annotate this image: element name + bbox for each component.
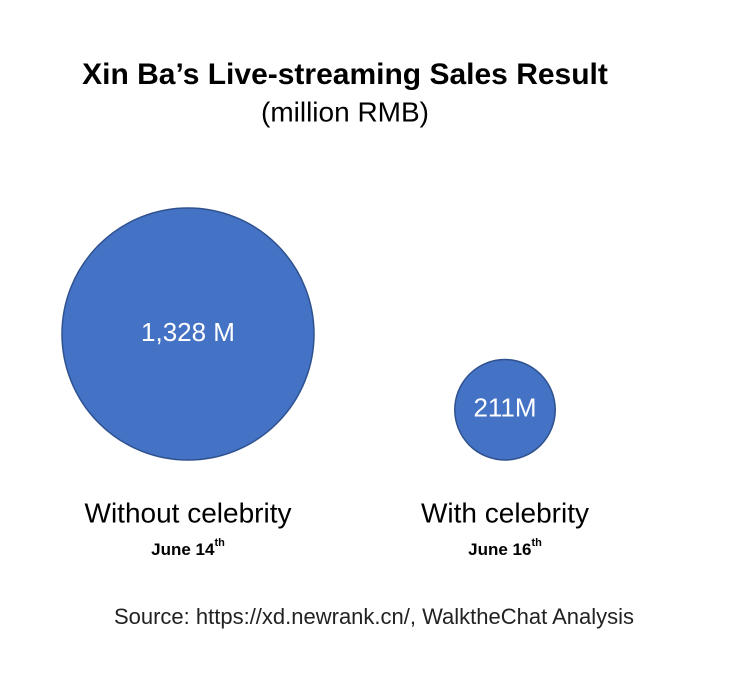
bubble <box>454 358 556 461</box>
bubble <box>61 207 315 461</box>
value-label: 211M <box>473 393 536 423</box>
date-label: June 16th <box>468 537 542 560</box>
category-label: Without celebrity <box>85 497 292 528</box>
chart-subtitle: (million RMB) <box>261 96 429 127</box>
date-label: June 14th <box>151 537 225 560</box>
chart-title: Xin Ba’s Live-streaming Sales Result <box>82 58 608 91</box>
date-text: June 14 <box>151 540 215 559</box>
date-suffix: th <box>531 537 542 549</box>
source-note: Source: https://xd.newrank.cn/, WalktheC… <box>114 604 634 629</box>
date-suffix: th <box>214 537 225 549</box>
category-label: With celebrity <box>421 497 589 528</box>
date-text: June 16 <box>468 540 531 559</box>
value-label: 1,328 M <box>141 317 235 347</box>
